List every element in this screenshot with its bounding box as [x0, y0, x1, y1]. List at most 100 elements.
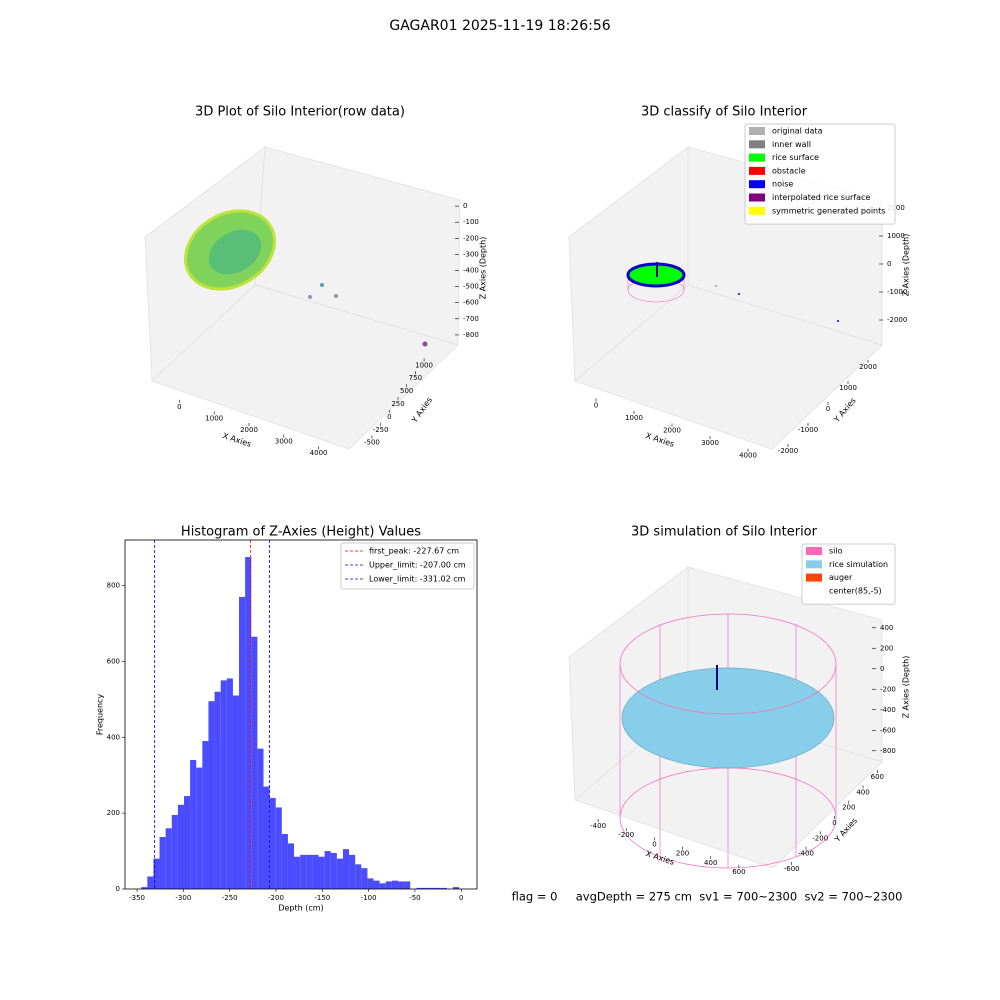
cloud-raw	[183, 209, 428, 347]
chart-title: Histogram of Z-Axies (Height) Values	[181, 525, 421, 540]
bar	[220, 680, 227, 889]
y-tick-label: 0	[832, 819, 836, 827]
z-tick-label: -500	[463, 283, 479, 291]
legend-label: rice surface	[772, 153, 819, 162]
bar	[312, 854, 319, 889]
z-tick-label: -800	[463, 331, 479, 339]
bar	[165, 828, 172, 889]
bar	[428, 887, 435, 889]
bar	[263, 786, 270, 889]
z-tick-label: 0	[887, 260, 891, 268]
bar	[416, 887, 423, 889]
legend-label: auger	[829, 573, 853, 582]
z-tick-label: 0	[463, 202, 467, 210]
point	[422, 341, 428, 347]
x-tick-label: 1000	[625, 414, 643, 422]
legend-box	[744, 123, 896, 225]
point	[320, 283, 324, 287]
x-tick-label: 2000	[240, 426, 258, 434]
z-tick-label: -700	[463, 315, 479, 323]
bar	[440, 887, 447, 889]
axis-label: Z Axies (Depth)	[479, 237, 488, 300]
y-tick-label: -400	[798, 850, 814, 858]
bar	[184, 796, 191, 889]
legend-swatch	[749, 140, 765, 149]
y-tick-label: 600	[107, 657, 120, 665]
bar	[434, 887, 441, 889]
bar	[190, 760, 197, 889]
x-tick-label: 2000	[663, 427, 681, 435]
bar	[361, 868, 368, 889]
z-tick-label: 400	[880, 624, 893, 632]
legend-label: Upper_limit: -207.00 cm	[369, 561, 466, 570]
x-tick-label: -100	[361, 894, 377, 902]
z-tick-label: 1000	[887, 232, 905, 240]
y-tick-label: 0	[826, 405, 830, 413]
y-tick-label: -2000	[778, 447, 798, 455]
legend-label: silo	[829, 547, 843, 556]
z-tick-label: 200	[880, 644, 893, 652]
bar	[153, 858, 160, 889]
bar	[336, 858, 343, 889]
z-tick-label: -600	[880, 726, 896, 734]
z-tick-label: -600	[463, 299, 479, 307]
bar	[287, 843, 295, 889]
y-tick-label: -1000	[798, 426, 818, 434]
plot-frame	[124, 539, 478, 890]
pane	[574, 284, 883, 450]
bar	[349, 854, 356, 889]
bar	[294, 856, 301, 889]
legend-label: noise	[772, 180, 793, 189]
z-tick-label: -100	[463, 218, 479, 226]
z-tick-label: -1000	[887, 288, 907, 296]
bar	[324, 851, 331, 889]
x-tick-label: 3000	[701, 439, 719, 447]
footer-text: flag = 0 avgDepth = 275 cm sv1 = 700~230…	[512, 890, 903, 904]
bar	[239, 596, 246, 889]
bar	[330, 852, 337, 889]
bar	[171, 815, 178, 889]
cloud-simulation	[619, 613, 837, 869]
x-tick-label: 600	[732, 868, 745, 876]
z-tick-label: 0	[880, 665, 884, 673]
legend-swatch	[749, 127, 765, 135]
y-tick-label: 250	[391, 400, 404, 408]
bar	[141, 887, 148, 889]
x-tick-label: 0	[652, 840, 656, 848]
x-tick-label: -200	[618, 831, 634, 839]
bar	[391, 880, 398, 889]
y-tick-label: 0	[116, 885, 120, 893]
y-tick-label: -200	[812, 834, 828, 842]
bar	[251, 636, 258, 889]
bar	[147, 876, 154, 889]
legend-label: Lower_limit: -331.02 cm	[369, 575, 466, 584]
bar	[318, 856, 325, 889]
bar	[306, 854, 313, 889]
bar	[373, 880, 380, 889]
bar	[196, 767, 203, 889]
x-tick-label: 4000	[310, 449, 328, 457]
legend-swatch	[806, 547, 822, 555]
chart-title: 3D Plot of Silo Interior(row data)	[195, 105, 405, 120]
silo-top	[619, 613, 837, 715]
x-tick-label: -50	[409, 894, 420, 902]
bar	[397, 881, 405, 889]
x-tick-label: -400	[590, 822, 606, 830]
bar	[226, 678, 233, 889]
bar	[355, 864, 362, 889]
legend-swatch	[806, 560, 822, 569]
x-tick-label: 4000	[739, 452, 757, 460]
legend-label: inner wall	[772, 140, 811, 149]
legend-box	[340, 542, 475, 590]
z-tick-label: -200	[880, 685, 896, 693]
legend-label: interpolated rice surface	[772, 193, 870, 202]
y-tick-label: 400	[856, 788, 869, 796]
x-tick-label: -350	[129, 894, 145, 902]
x-tick-label: 1000	[205, 414, 223, 422]
x-tick-label: 0	[594, 401, 598, 409]
bar	[379, 883, 386, 889]
x-axis-label: Depth (cm)	[278, 904, 323, 913]
point	[837, 320, 839, 322]
y-tick-label: 800	[107, 582, 120, 590]
